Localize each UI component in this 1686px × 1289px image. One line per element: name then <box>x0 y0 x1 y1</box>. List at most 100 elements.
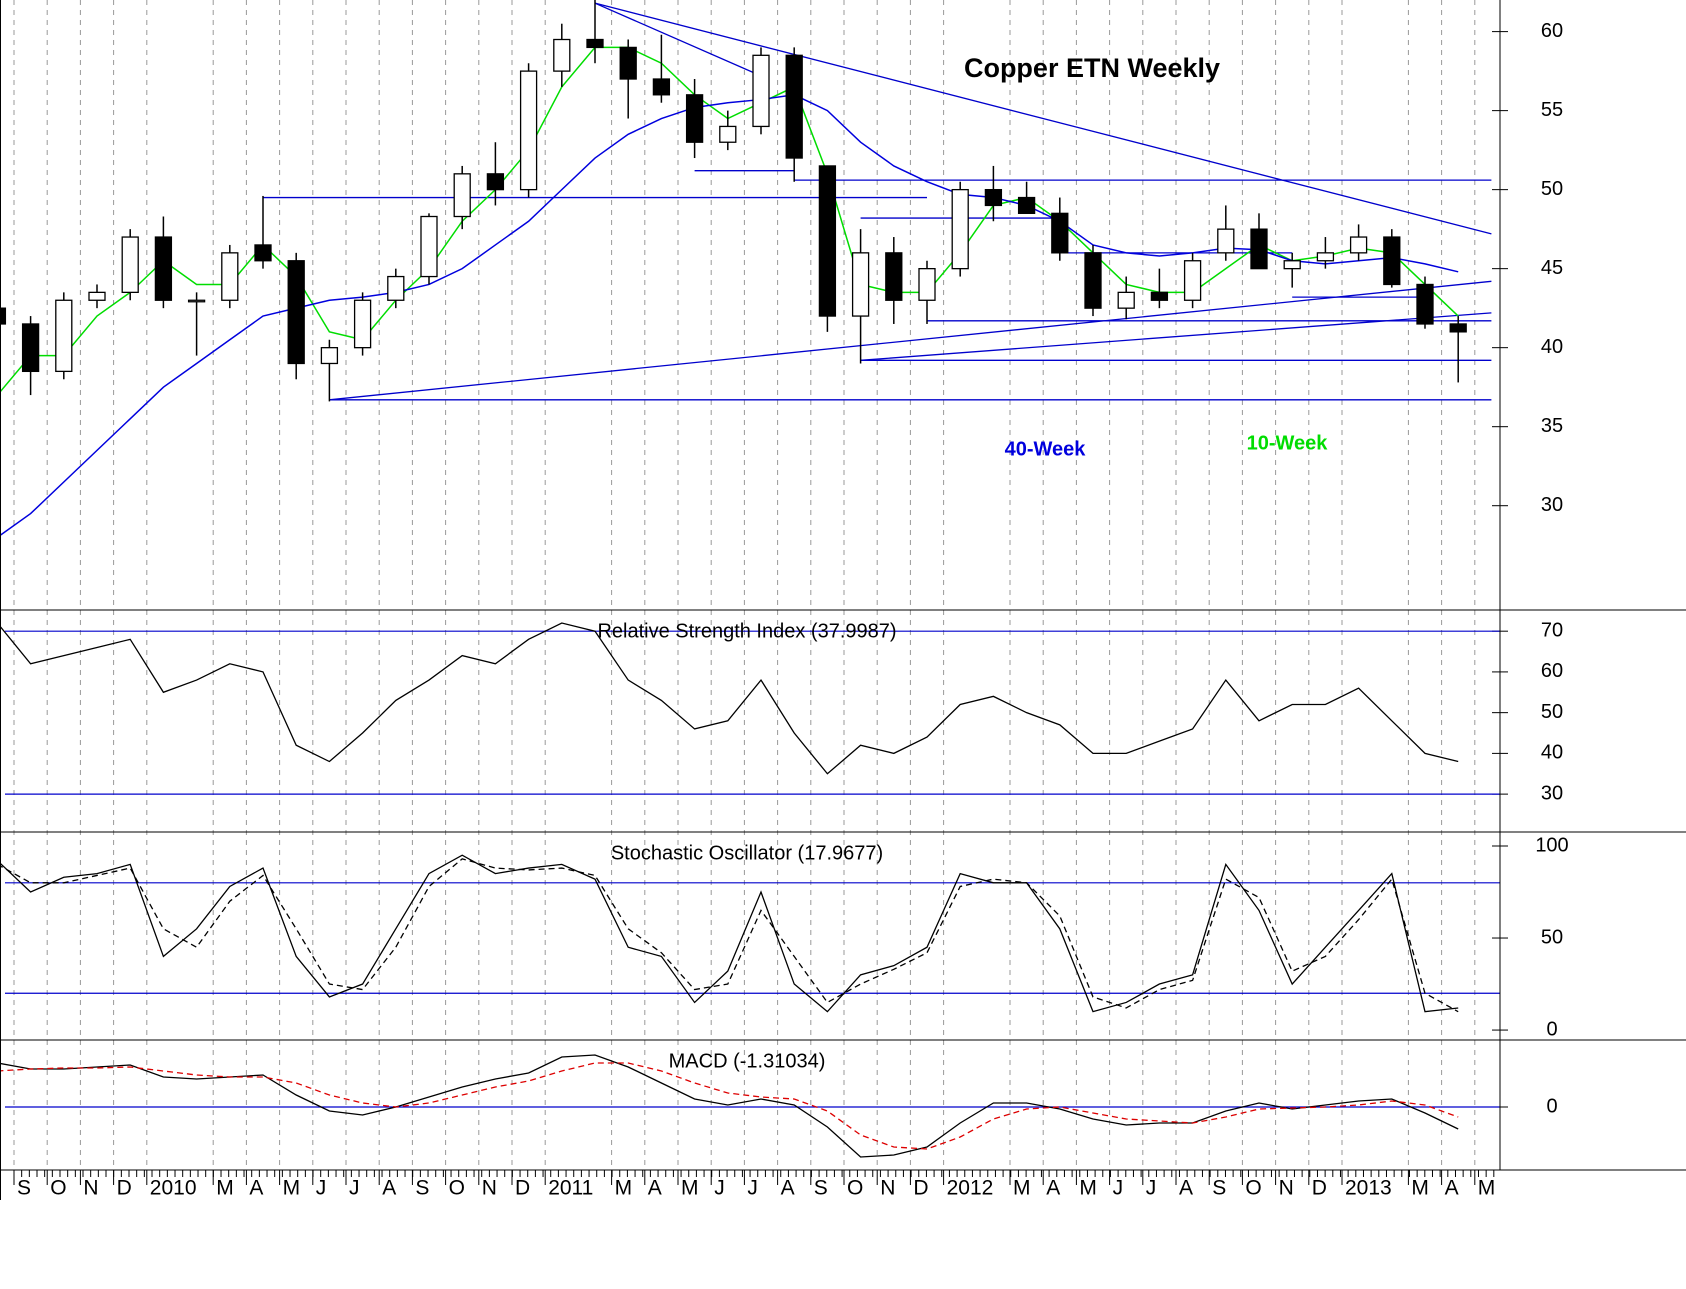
x-tick-label: O <box>449 1177 465 1200</box>
candle-body <box>1017 196 1036 214</box>
candle-body <box>885 252 903 301</box>
x-tick-label: S <box>814 1177 828 1200</box>
x-tick-label: A <box>1445 1177 1459 1200</box>
candle-body <box>1283 260 1301 270</box>
candle-body <box>1449 323 1467 333</box>
chart-title: Copper ETN Weekly <box>964 53 1220 83</box>
candle-body <box>320 347 339 365</box>
y-tick-label: 45 <box>1541 257 1563 279</box>
candle-body <box>1316 252 1335 262</box>
indicator-line <box>0 622 1459 775</box>
candle-body <box>55 299 73 373</box>
candle-body <box>387 275 405 301</box>
candle-body <box>785 54 803 159</box>
y-tick-label: 50 <box>1541 178 1563 200</box>
candle-body <box>420 215 438 278</box>
candle-body <box>685 94 704 143</box>
x-tick-label: M <box>283 1177 301 1200</box>
x-tick-label: A <box>249 1177 263 1200</box>
x-tick-label: O <box>50 1177 66 1200</box>
x-tick-label: N <box>880 1177 895 1200</box>
x-tick-label: S <box>17 1177 31 1200</box>
candle-body <box>851 252 870 317</box>
x-tick-label: A <box>648 1177 662 1200</box>
trendline <box>594 2 1492 235</box>
candle-body <box>1051 212 1069 254</box>
candle-body <box>21 323 40 373</box>
x-tick-label: D <box>117 1177 132 1200</box>
x-tick-label: S <box>415 1177 429 1200</box>
x-tick-label: M <box>615 1177 633 1200</box>
x-tick-label: 2012 <box>947 1177 994 1200</box>
candle-body <box>752 54 770 128</box>
candle-body <box>586 38 604 49</box>
candle-body <box>918 268 936 301</box>
x-tick-label: J <box>349 1177 360 1200</box>
panel-title: MACD (-1.31034) <box>669 1050 826 1072</box>
candle-body <box>951 188 969 270</box>
candle-body <box>1383 236 1401 286</box>
y-tick-label: 40 <box>1541 336 1563 358</box>
candle-body <box>0 307 7 325</box>
candle-body <box>1217 228 1235 254</box>
y-tick-label: 0 <box>1546 1095 1557 1117</box>
candle-body <box>519 70 538 191</box>
trendline <box>594 2 762 77</box>
moving-average <box>0 94 1459 537</box>
indicator-line <box>0 1054 1459 1158</box>
x-tick-label: N <box>1279 1177 1294 1200</box>
candle-body <box>287 260 305 365</box>
x-tick-label: M <box>216 1177 234 1200</box>
x-tick-label: J <box>316 1177 327 1200</box>
y-tick-label: 60 <box>1541 20 1563 42</box>
y-tick-label: 60 <box>1541 660 1563 682</box>
x-tick-label: 2010 <box>150 1177 197 1200</box>
panel-title: Relative Strength Index (37.9987) <box>597 620 896 642</box>
candle-body <box>88 291 106 301</box>
y-tick-label: 100 <box>1535 834 1568 856</box>
x-tick-label: M <box>1013 1177 1031 1200</box>
candle-body <box>619 46 637 80</box>
x-tick-label: M <box>681 1177 699 1200</box>
y-tick-label: 30 <box>1541 782 1563 804</box>
x-tick-label: O <box>1245 1177 1261 1200</box>
x-tick-label: M <box>1079 1177 1097 1200</box>
x-tick-label: J <box>1113 1177 1124 1200</box>
x-tick-label: A <box>781 1177 795 1200</box>
x-tick-label: D <box>515 1177 530 1200</box>
candle-body <box>1117 291 1135 309</box>
candle-body <box>818 165 837 317</box>
candle-body <box>1150 291 1169 301</box>
candle-body <box>353 299 372 349</box>
y-tick-label: 70 <box>1541 619 1563 641</box>
y-tick-label: 50 <box>1541 701 1563 723</box>
x-tick-label: A <box>382 1177 396 1200</box>
candle-body <box>719 125 737 143</box>
y-tick-label: 40 <box>1541 742 1563 764</box>
candle-body <box>121 236 139 294</box>
y-tick-label: 30 <box>1541 494 1563 516</box>
candle-body <box>154 236 173 301</box>
ma-label: 40-Week <box>1005 438 1087 460</box>
y-tick-label: 35 <box>1541 415 1563 437</box>
candle-body <box>1349 236 1368 254</box>
x-tick-label: M <box>1411 1177 1429 1200</box>
candle-body <box>553 38 571 72</box>
trendline <box>329 280 1492 401</box>
x-tick-label: A <box>1179 1177 1193 1200</box>
candle-body <box>984 188 1003 207</box>
x-tick-label: J <box>747 1177 758 1200</box>
candle-body <box>1084 252 1102 309</box>
ma-label: 10-Week <box>1247 432 1329 454</box>
candle-body <box>1416 283 1434 325</box>
candle-body <box>453 173 471 218</box>
indicator-line <box>0 1062 1459 1150</box>
x-tick-label: D <box>1312 1177 1327 1200</box>
candle-body <box>221 252 239 301</box>
indicator-line <box>0 858 1459 1013</box>
y-tick-label: 0 <box>1546 1018 1557 1040</box>
x-tick-label: J <box>714 1177 725 1200</box>
